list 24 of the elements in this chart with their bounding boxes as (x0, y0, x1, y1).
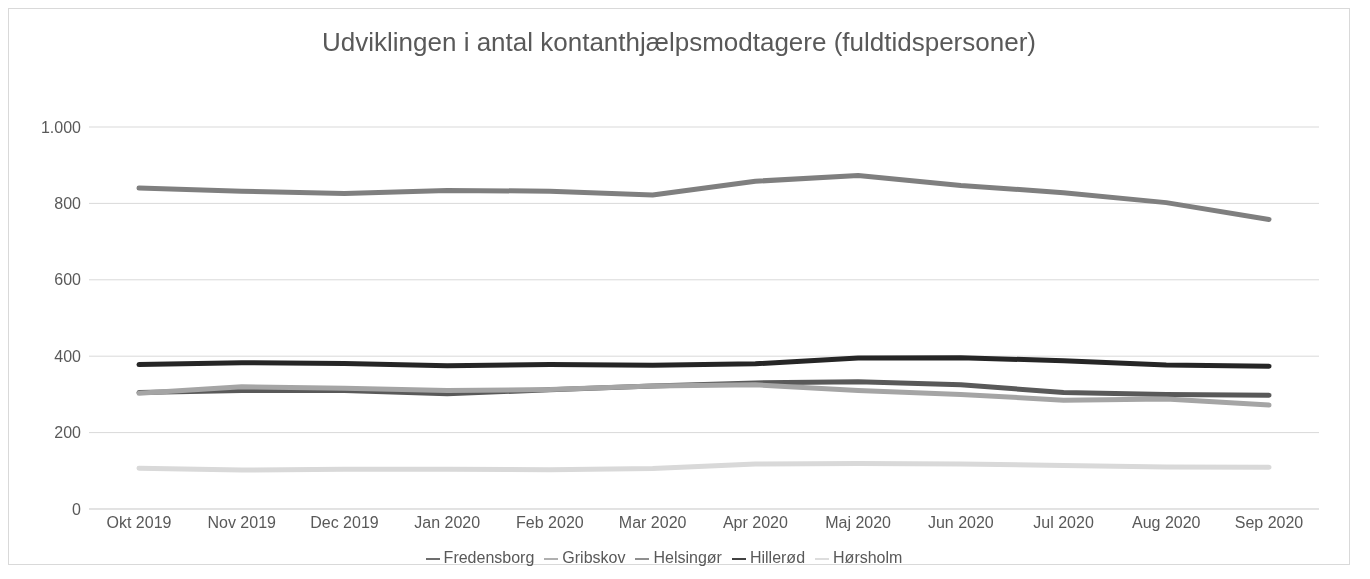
x-tick-label: Jul 2020 (1033, 514, 1094, 532)
legend-label: Hillerød (749, 549, 806, 566)
x-tick-label: Aug 2020 (1132, 514, 1201, 532)
chart-title: Udviklingen i antal kontanthjælpsmodtagere (fuldtidspersoner) (321, 26, 1037, 59)
legend-label: Helsingør (653, 549, 722, 566)
x-tick-label: Jan 2020 (414, 514, 481, 532)
y-tick-label: 600 (54, 271, 82, 289)
y-tick-label: 800 (54, 195, 82, 213)
x-tick-label: Okt 2019 (106, 514, 172, 532)
x-tick-label: Feb 2020 (516, 514, 584, 532)
y-tick-label: 0 (72, 500, 82, 518)
x-tick-label: Maj 2020 (825, 514, 892, 532)
legend-label: Gribskov (562, 549, 626, 566)
legend-label: Hørsholm (833, 549, 903, 566)
y-tick-label: 200 (54, 424, 82, 442)
legend-label: Fredensborg (443, 549, 535, 566)
y-tick-label: 400 (54, 347, 82, 365)
x-tick-label: Apr 2020 (722, 514, 788, 532)
x-tick-label: Dec 2019 (310, 514, 379, 532)
x-tick-label: Mar 2020 (618, 514, 687, 532)
y-tick-label: 1.000 (40, 118, 82, 136)
x-tick-label: Nov 2019 (207, 514, 277, 532)
x-tick-label: Jun 2020 (927, 514, 994, 532)
x-tick-label: Sep 2020 (1234, 514, 1304, 532)
